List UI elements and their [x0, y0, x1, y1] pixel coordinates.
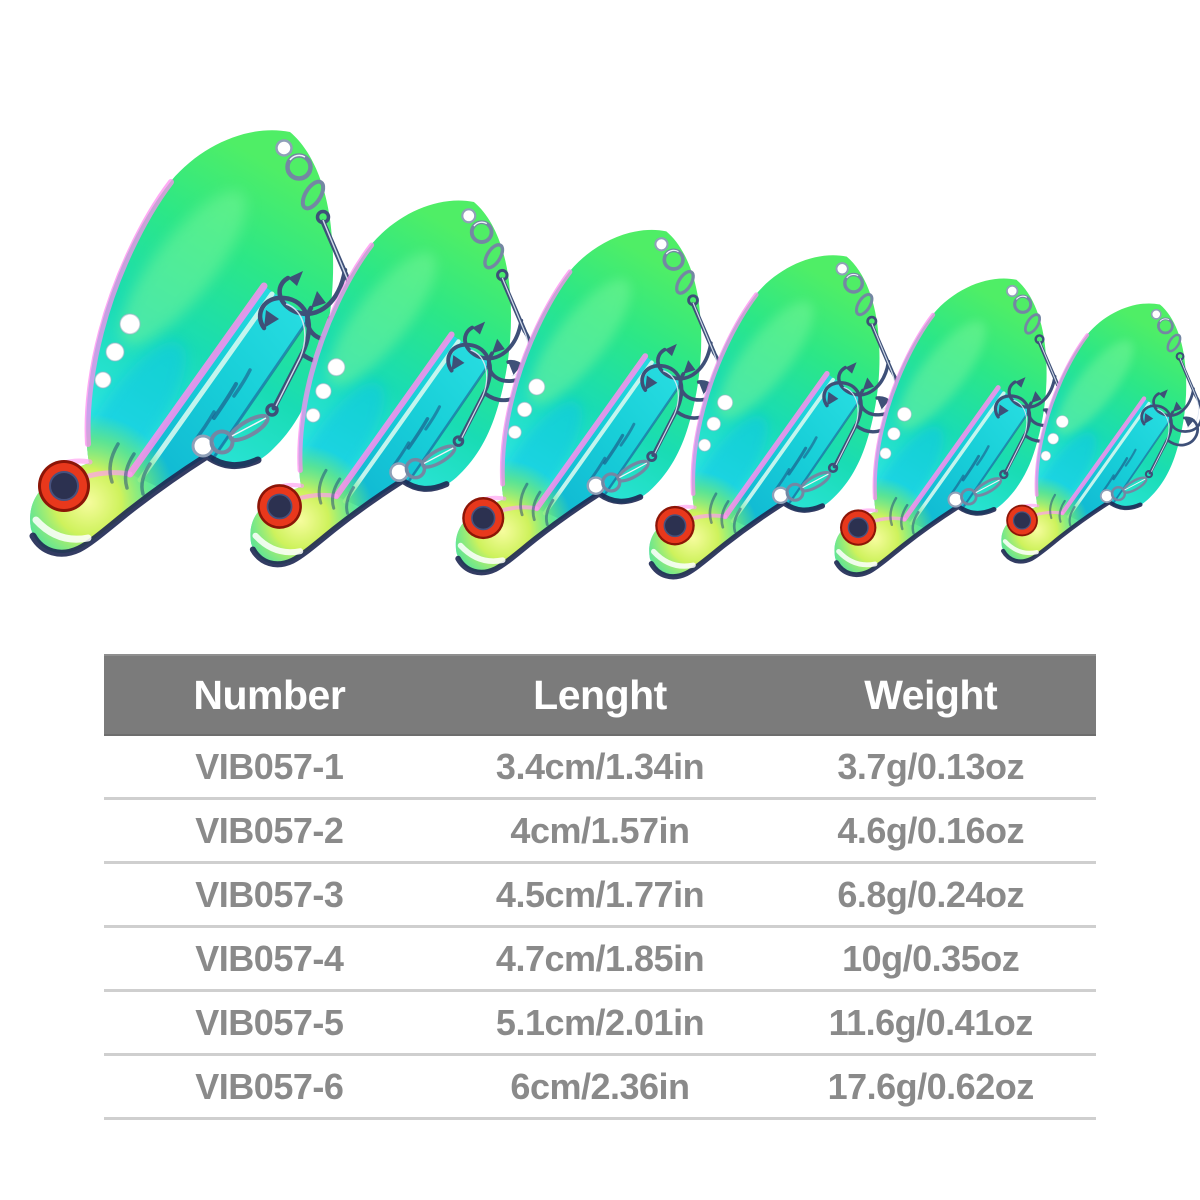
table-row: VIB057-4 4.7cm/1.85in 10g/0.35oz [104, 928, 1096, 992]
cell-weight: 11.6g/0.41oz [828, 1001, 1034, 1043]
cell-number: VIB057-5 [195, 1001, 344, 1043]
lure-gallery-image [0, 0, 1200, 632]
column-header-weight: Weight [864, 671, 998, 718]
cell-weight: 6.8g/0.24oz [837, 873, 1024, 915]
cell-length: 4.5cm/1.77in [495, 873, 705, 915]
cell-weight: 3.7g/0.13oz [837, 745, 1024, 787]
table-row: VIB057-1 3.4cm/1.34in 3.7g/0.13oz [104, 736, 1096, 800]
column-header-length: Lenght [533, 671, 667, 718]
column-header-number: Number [193, 671, 346, 718]
cell-weight: 17.6g/0.62oz [827, 1065, 1035, 1107]
cell-length: 5.1cm/2.01in [495, 1001, 705, 1043]
cell-number: VIB057-6 [195, 1065, 344, 1107]
cell-length: 3.4cm/1.34in [495, 745, 705, 787]
cell-weight: 10g/0.35oz [842, 937, 1020, 979]
cell-number: VIB057-3 [195, 873, 344, 915]
cell-number: VIB057-4 [195, 937, 344, 979]
spec-table: Number Lenght Weight VIB057-1 3.4cm/1.34… [104, 654, 1096, 1120]
cell-number: VIB057-1 [195, 745, 344, 787]
cell-length: 6cm/2.36in [510, 1065, 690, 1107]
table-row: VIB057-2 4cm/1.57in 4.6g/0.16oz [104, 800, 1096, 864]
table-row: VIB057-6 6cm/2.36in 17.6g/0.62oz [104, 1056, 1096, 1120]
table-row: VIB057-5 5.1cm/2.01in 11.6g/0.41oz [104, 992, 1096, 1056]
spec-table-header: Number Lenght Weight [104, 654, 1096, 736]
cell-length: 4cm/1.57in [510, 809, 690, 851]
cell-number: VIB057-2 [195, 809, 344, 851]
table-row: VIB057-3 4.5cm/1.77in 6.8g/0.24oz [104, 864, 1096, 928]
cell-weight: 4.6g/0.16oz [837, 809, 1024, 851]
cell-length: 4.7cm/1.85in [495, 937, 705, 979]
